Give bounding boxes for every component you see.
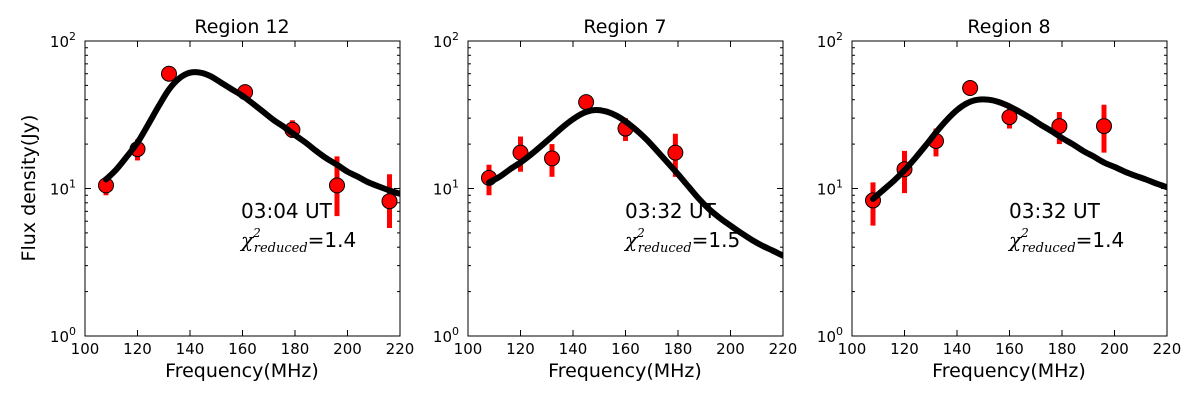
axes-frame [851,40,1168,337]
chi-superscript: 2 [636,226,645,240]
x-tick-label: 180 [1048,340,1077,358]
chi-value: =1.5 [692,228,741,252]
x-tick-label: 100 [71,340,100,358]
y-tick-label: 102 [433,30,459,51]
y-tick-label: 101 [50,178,76,199]
chart-title: Region 8 [967,16,1050,38]
x-tick-label: 160 [995,340,1024,358]
chi-superscript: 2 [1020,226,1029,240]
y-tick-label: 101 [433,178,459,199]
plot-area [865,80,1167,226]
x-tick-label: 140 [176,340,205,358]
x-tick-label: 160 [228,340,257,358]
data-point [161,65,177,82]
y-tick-label: 100 [50,325,76,346]
chi-subscript: reduced [1022,241,1076,256]
x-tick-label: 100 [838,340,867,358]
plot-area [481,94,783,259]
x-tick-label: 120 [890,340,919,358]
chi-subscript: reduced [254,241,308,256]
chart-panel-region-7: Region 7 Frequency(MHz) 03:32 UT χ2 reduc… [433,16,797,382]
chart-title: Region 7 [583,16,666,38]
y-tick-label: 100 [433,325,459,346]
chi-superscript: 2 [252,226,261,240]
y-tick-label: 101 [817,178,843,199]
fit-curve [870,96,1167,202]
x-axis-label: Frequency(MHz) [548,360,702,382]
x-tick-label: 200 [333,340,362,358]
x-tick-label: 160 [611,340,640,358]
axes-frame [84,40,401,337]
chi-squared-annotation: χ2 reduced=1.4 [239,226,356,256]
chi-symbol: χ [623,228,639,252]
x-tick-label: 180 [281,340,310,358]
fit-curve [486,107,783,259]
x-tick-label: 120 [123,340,152,358]
chart-title: Region 12 [194,16,289,38]
chi-value: =1.4 [308,228,357,252]
x-tick-label: 220 [1153,340,1182,358]
chi-value: =1.4 [1076,228,1125,252]
x-tick-label: 180 [664,340,693,358]
chart-panel-region-12: Region 12 Frequency(MHz) 03:04 UT χ2 redu… [50,16,414,382]
x-tick-label: 200 [716,340,745,358]
chart-panel-region-8: Region 8 Frequency(MHz) 03:32 UT χ2 reduc… [817,16,1181,382]
data-point [1096,118,1112,135]
data-point [962,80,979,97]
chi-symbol: χ [1007,228,1023,252]
data-point [578,94,595,111]
y-tick-label: 102 [817,30,843,51]
time-label: 03:04 UT [241,199,333,223]
x-axis-label: Frequency(MHz) [932,360,1086,382]
chi-symbol: χ [239,228,255,252]
chi-subscript: reduced [638,241,692,256]
data-point [381,193,398,210]
plot-area [98,65,400,228]
chi-squared-annotation: χ2 reduced=1.4 [1007,226,1124,256]
x-tick-label: 100 [454,340,483,358]
time-label: 03:32 UT [1009,199,1101,223]
x-axis-label: Frequency(MHz) [165,360,319,382]
data-point [667,144,684,161]
y-tick-label: 100 [817,325,843,346]
x-tick-label: 220 [386,340,415,358]
x-tick-label: 200 [1100,340,1129,358]
y-axis-label: Flux density(Jy) [18,115,40,262]
x-tick-label: 120 [506,340,535,358]
chi-squared-annotation: χ2 reduced=1.5 [623,226,740,256]
x-tick-label: 140 [943,340,972,358]
data-point [544,150,560,167]
data-point [329,177,345,194]
x-tick-label: 140 [559,340,588,358]
x-tick-label: 220 [769,340,798,358]
y-tick-label: 102 [50,30,76,51]
axes-frame [467,40,784,337]
fit-curve [103,69,400,197]
